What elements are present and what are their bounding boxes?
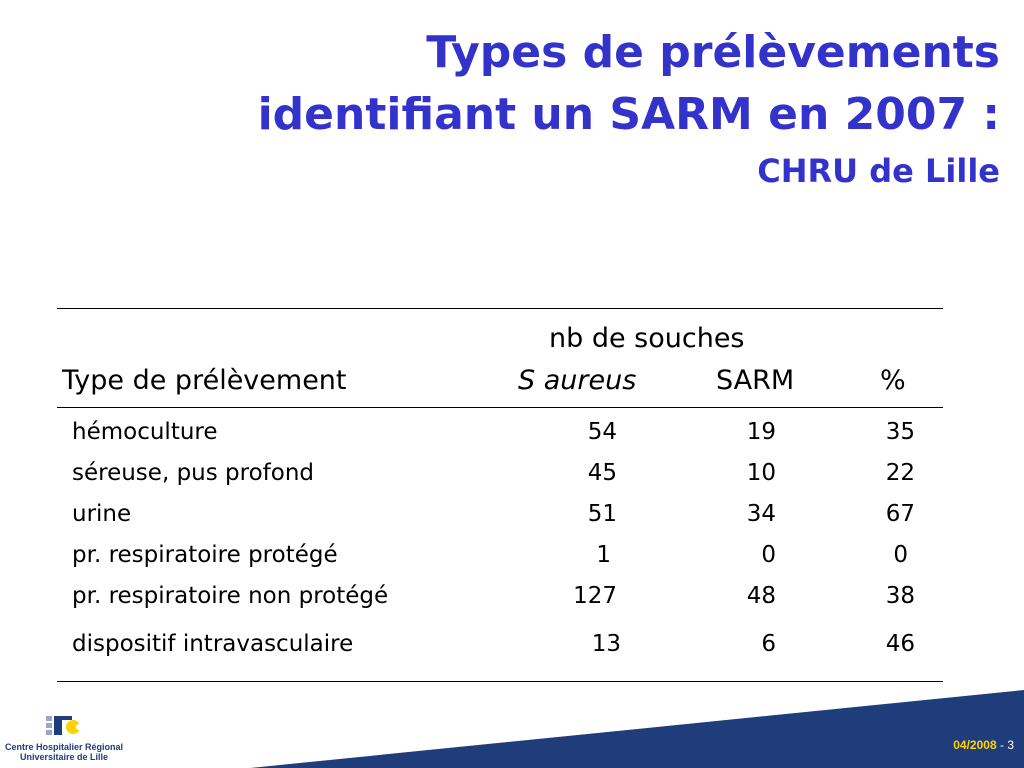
cell-s-aureus: 45 [587, 460, 617, 486]
cell-sarm: 6 [761, 631, 776, 657]
slide-title-line2: identifiant un SARM en 2007 : [257, 89, 1000, 140]
cell-percent: 35 [885, 419, 915, 445]
row-label: urine [72, 501, 132, 527]
cell-percent: 46 [885, 631, 915, 657]
footer-date: 04/2008 [953, 738, 997, 752]
chru-logo-icon [46, 716, 82, 735]
cell-sarm: 48 [746, 583, 776, 609]
cell-percent: 38 [885, 583, 915, 609]
cell-sarm: 19 [746, 419, 776, 445]
column-header-s-aureus: S aureus [518, 365, 637, 396]
logo-line2: Universitaire de Lille [19, 752, 109, 762]
table-header-rule [57, 407, 943, 408]
slide-title-line1: Types de prélèvements [426, 27, 1000, 78]
row-label: séreuse, pus profond [72, 460, 315, 486]
cell-percent: 67 [885, 501, 915, 527]
cell-s-aureus: 13 [591, 631, 621, 657]
table-bottom-rule [57, 681, 943, 682]
cell-percent: 22 [885, 460, 915, 486]
column-header-type: Type de prélèvement [62, 365, 347, 396]
table-top-rule [57, 308, 943, 309]
row-label: dispositif intravasculaire [72, 631, 354, 657]
column-header-percent: % [880, 365, 906, 396]
footer-separator: - [996, 738, 1008, 752]
header-group-label: nb de souches [549, 323, 745, 354]
cell-s-aureus: 54 [587, 419, 617, 445]
slide-subtitle: CHRU de Lille [757, 152, 1000, 190]
footer-band-shape [250, 690, 1024, 768]
cell-percent: 0 [893, 542, 908, 568]
column-header-sarm: SARM [716, 365, 795, 396]
cell-sarm: 0 [761, 542, 776, 568]
page-number: 3 [1007, 738, 1014, 752]
logo-line1: Centre Hospitalier Régional [4, 742, 124, 752]
row-label: pr. respiratoire non protégé [72, 583, 389, 609]
page-reference: 04/2008 - 3 [953, 738, 1014, 752]
row-label: pr. respiratoire protégé [72, 542, 338, 568]
cell-s-aureus: 1 [596, 542, 611, 568]
cell-sarm: 10 [746, 460, 776, 486]
cell-s-aureus: 127 [573, 583, 617, 609]
cell-sarm: 34 [746, 501, 776, 527]
cell-s-aureus: 51 [587, 501, 617, 527]
chru-logo: Centre Hospitalier Régional Universitair… [0, 706, 128, 768]
row-label: hémoculture [72, 419, 218, 445]
